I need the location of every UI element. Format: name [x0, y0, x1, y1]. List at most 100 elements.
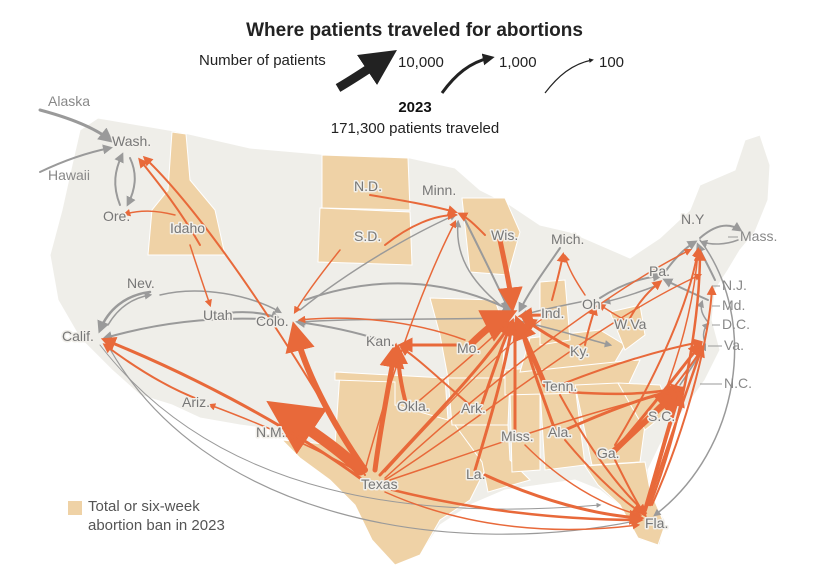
flow-sc-ny — [661, 249, 702, 401]
legend-value-1000: 1,000 — [499, 54, 537, 71]
flow-okla-kan — [388, 344, 409, 402]
flow-calif-fla-2 — [99, 344, 602, 510]
label-ky: Ky. — [570, 343, 589, 359]
flow-ill-colo — [297, 317, 506, 326]
ban-legend-label: Total or six-week abortion ban in 2023 — [88, 497, 225, 535]
flow-wash-ore — [126, 157, 136, 207]
label-nm: N.M. — [256, 424, 286, 440]
flow-wva-pa — [629, 280, 663, 319]
flow-idaho-ore — [122, 209, 176, 217]
flow-idaho-utah — [189, 244, 212, 308]
flow-texas-fla-2 — [384, 491, 641, 531]
flow-colo-ill — [304, 282, 513, 312]
flow-ariz-calif — [102, 343, 201, 401]
orange-flows — [100, 155, 717, 531]
state-labels: Alaska Hawaii Wash. Ore. Idaho Nev. Cali… — [48, 93, 777, 533]
label-dc: D.C. — [722, 316, 750, 332]
label-sc: S.C. — [648, 408, 675, 424]
patients-traveled-total: 171,300 patients traveled — [330, 120, 500, 137]
label-leaders — [700, 236, 738, 385]
flow-ky-ill — [521, 317, 577, 352]
ban-legend-line1: Total or six-week — [88, 498, 200, 515]
legend-arrow-1000 — [440, 53, 495, 94]
label-mich: Mich. — [551, 231, 584, 247]
flow-ala-fla — [564, 439, 643, 514]
flow-ohio-mich — [562, 253, 586, 296]
flow-ind-mich — [551, 252, 567, 301]
flow-ohio-pa — [599, 271, 663, 299]
year-label: 2023 — [398, 99, 432, 116]
flow-texas-colo — [285, 321, 368, 473]
legend-arrows — [335, 50, 594, 94]
flow-mich-ill — [518, 247, 561, 313]
louisiana-shape — [454, 424, 531, 493]
label-mass: Mass. — [740, 228, 777, 244]
label-alaska: Alaska — [48, 93, 90, 109]
label-utah: Utah — [203, 307, 233, 323]
gray-flows — [38, 108, 743, 535]
map-title: Where patients traveled for abortions — [246, 20, 583, 41]
flow-wis-minn — [457, 212, 486, 236]
flow-ga-ny — [614, 247, 702, 446]
legend-arrow-100 — [544, 58, 594, 94]
flow-alaska-wash — [38, 108, 114, 143]
flow-nev-colo — [159, 290, 282, 314]
flow-ny-fla — [653, 239, 736, 517]
label-fla: Fla. — [645, 515, 668, 531]
flow-texas-ind — [384, 314, 550, 473]
flow-fla-ny — [648, 248, 707, 507]
flow-ill-minn — [453, 219, 501, 306]
flow-okla-ill — [419, 320, 510, 401]
legend-label: Number of patients — [199, 52, 326, 69]
flow-hawaii-wash — [39, 144, 113, 173]
label-miss: Miss. — [501, 428, 534, 444]
label-minn: Minn. — [422, 182, 456, 198]
label-ohio: Oh — [582, 296, 601, 312]
label-ind: Ind. — [541, 305, 564, 321]
flow-ky-ohio — [584, 305, 598, 346]
north-dakota-shape — [321, 154, 411, 211]
flow-texas-fla — [383, 486, 644, 527]
label-nev: Nev. — [127, 275, 155, 291]
label-pa: Pa. — [649, 263, 670, 279]
label-ny: N.Y — [681, 211, 705, 227]
flow-la-fla — [483, 473, 645, 525]
legend-value-100: 100 — [599, 54, 625, 71]
label-nd: N.D. — [354, 178, 382, 194]
label-wva: W.Va — [614, 316, 647, 332]
label-la: La. — [466, 466, 485, 482]
flow-calif-nev — [107, 292, 153, 326]
label-okla: Okla. — [397, 398, 430, 414]
label-kan: Kan. — [366, 333, 395, 349]
legend-arrow-10000 — [335, 50, 397, 92]
label-ore: Ore. — [103, 208, 130, 224]
south-dakota-shape — [317, 207, 413, 266]
label-mo: Mo. — [457, 340, 480, 356]
label-ariz: Ariz. — [182, 394, 210, 410]
flow-mo-ill — [466, 310, 518, 349]
flow-miss-fla — [524, 444, 643, 518]
flow-sd-minn — [384, 210, 458, 246]
flow-utah-colo — [214, 310, 281, 321]
ban-legend-line2: abortion ban in 2023 — [88, 517, 225, 534]
flow-texas-ariz — [207, 403, 356, 471]
label-ala: Ala. — [548, 424, 572, 440]
label-hawaii: Hawaii — [48, 167, 90, 183]
flow-mo-colo — [297, 315, 466, 341]
flow-pa-ny — [664, 240, 698, 273]
label-sd: S.D. — [354, 228, 381, 244]
flow-nev-calif — [97, 290, 152, 334]
flow-la-ill — [473, 320, 518, 472]
label-nj: N.J. — [722, 277, 747, 293]
flow-wva-ohio — [598, 303, 626, 321]
flow-idaho-wash — [138, 157, 201, 246]
flow-sd-colo — [293, 249, 341, 314]
flow-tenn-fla — [559, 394, 648, 514]
label-colo: Colo. — [256, 313, 289, 329]
flow-calif-fla — [104, 339, 642, 535]
flow-ark-kan — [399, 346, 471, 406]
label-va: Va. — [724, 337, 744, 353]
flow-dc-md — [696, 299, 709, 323]
flow-texas-ny — [384, 248, 693, 479]
